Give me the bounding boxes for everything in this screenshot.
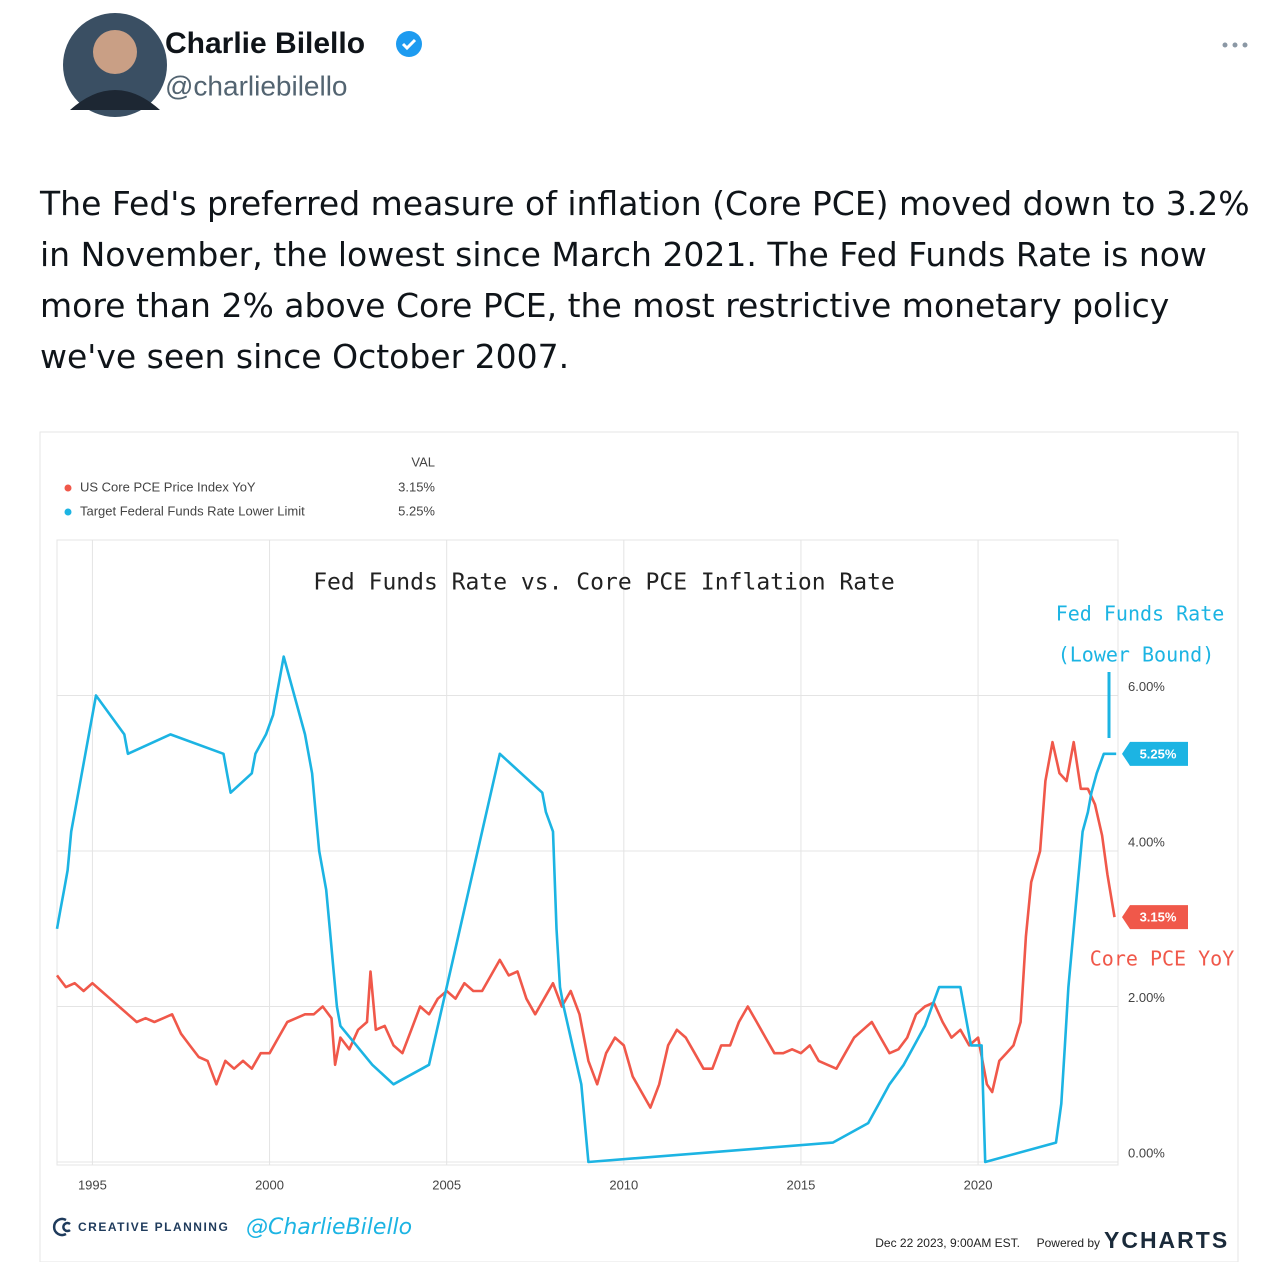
x-tick-label: 2015 — [786, 1177, 815, 1192]
footer-timestamp: Dec 22 2023, 9:00AM EST. — [875, 1236, 1020, 1250]
author-handle[interactable]: @charliebilello — [165, 70, 348, 101]
value-tag-label: 3.15% — [1140, 910, 1177, 925]
y-tick-label: 6.00% — [1128, 679, 1165, 694]
x-tick-label: 1995 — [78, 1177, 107, 1192]
value-tag-label: 5.25% — [1140, 746, 1177, 761]
x-tick-label: 2020 — [964, 1177, 993, 1192]
series-line — [55, 740, 1116, 1109]
annotation: (Lower Bound) — [1058, 643, 1215, 667]
x-tick-label: 2005 — [432, 1177, 461, 1192]
annotation: Core PCE YoY — [1090, 947, 1235, 971]
avatar-body — [70, 90, 160, 110]
footer-brand: CREATIVE PLANNING — [78, 1220, 229, 1234]
footer-powered: Powered by — [1037, 1236, 1100, 1250]
value-tag — [1122, 741, 1188, 766]
footer-source: YCHARTS — [1104, 1227, 1229, 1253]
legend-marker — [64, 484, 72, 492]
y-tick-label: 0.00% — [1128, 1145, 1165, 1160]
legend-marker — [64, 508, 72, 516]
footer-author: @CharlieBilello — [246, 1215, 412, 1240]
plot-frame — [56, 539, 1119, 1166]
x-tick-label: 2010 — [609, 1177, 638, 1192]
legend-value: 5.25% — [398, 503, 435, 518]
chart: 0.00% 2.00% 4.00% 6.00% 1995 2000 2005 2010 2015… — [52, 454, 1235, 1253]
annotation: Fed Funds Rate — [1056, 602, 1225, 626]
more-menu[interactable] — [1222, 42, 1248, 48]
tweet-text: The Fed's preferred measure of inflation… — [40, 184, 1250, 376]
verified-check — [401, 38, 417, 51]
chart-card — [39, 431, 1239, 1262]
author-name[interactable]: Charlie Bilello — [165, 27, 365, 60]
series-line — [55, 655, 1117, 1164]
chart-title: Fed Funds Rate vs. Core PCE Inflation Ra… — [313, 570, 895, 596]
legend-value: 3.15% — [398, 479, 435, 494]
legend-label: Target Federal Funds Rate Lower Limit — [80, 503, 305, 518]
y-tick-label: 2.00% — [1128, 990, 1165, 1005]
legend-label: US Core PCE Price Index YoY — [80, 479, 256, 494]
avatar-face — [93, 30, 137, 74]
legend-header: VAL — [411, 454, 435, 469]
x-tick-label: 2000 — [255, 1177, 284, 1192]
y-tick-label: 4.00% — [1128, 834, 1165, 849]
value-tag — [1122, 905, 1188, 930]
brand-logo — [52, 1217, 71, 1237]
